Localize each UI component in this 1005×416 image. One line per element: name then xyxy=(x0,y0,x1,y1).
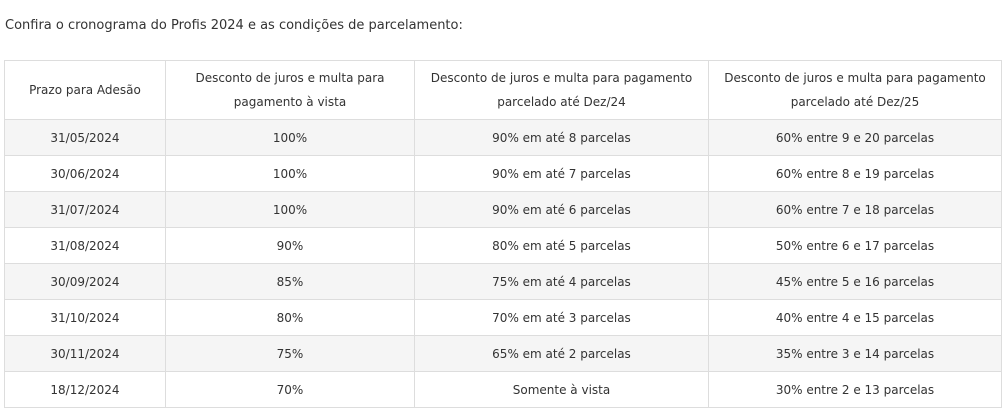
cell-deadline: 30/11/2024 xyxy=(4,335,166,372)
cell-installment-dec24: 80% em até 5 parcelas xyxy=(414,227,709,264)
header-row: Prazo para Adesão Desconto de juros e mu… xyxy=(4,60,1002,120)
cell-installment-dec24: 90% em até 7 parcelas xyxy=(414,155,709,192)
header-installment-dec25: Desconto de juros e multa para pagamento… xyxy=(708,60,1002,120)
cell-deadline: 18/12/2024 xyxy=(4,371,166,408)
cell-installment-dec25: 60% entre 9 e 20 parcelas xyxy=(708,119,1002,156)
table-row: 31/10/2024 80% 70% em até 3 parcelas 40%… xyxy=(4,299,1002,336)
cell-installment-dec25: 30% entre 2 e 13 parcelas xyxy=(708,371,1002,408)
header-installment-dec24: Desconto de juros e multa para pagamento… xyxy=(414,60,709,120)
cell-cash-discount: 85% xyxy=(165,263,415,300)
table-row: 18/12/2024 70% Somente à vista 30% entre… xyxy=(4,371,1002,408)
table-row: 31/05/2024 100% 90% em até 8 parcelas 60… xyxy=(4,119,1002,156)
cell-cash-discount: 100% xyxy=(165,191,415,228)
cell-installment-dec25: 40% entre 4 e 15 parcelas xyxy=(708,299,1002,336)
cell-installment-dec25: 60% entre 7 e 18 parcelas xyxy=(708,191,1002,228)
cell-installment-dec24: Somente à vista xyxy=(414,371,709,408)
cell-deadline: 30/09/2024 xyxy=(4,263,166,300)
cell-cash-discount: 80% xyxy=(165,299,415,336)
table-header: Prazo para Adesão Desconto de juros e mu… xyxy=(4,60,1002,120)
cell-deadline: 31/05/2024 xyxy=(4,119,166,156)
cell-cash-discount: 100% xyxy=(165,119,415,156)
cell-installment-dec24: 75% em até 4 parcelas xyxy=(414,263,709,300)
cell-installment-dec24: 90% em até 8 parcelas xyxy=(414,119,709,156)
cell-cash-discount: 70% xyxy=(165,371,415,408)
cell-deadline: 31/10/2024 xyxy=(4,299,166,336)
cell-cash-discount: 90% xyxy=(165,227,415,264)
header-deadline: Prazo para Adesão xyxy=(4,60,166,120)
table-row: 30/09/2024 85% 75% em até 4 parcelas 45%… xyxy=(4,263,1002,300)
cell-installment-dec25: 60% entre 8 e 19 parcelas xyxy=(708,155,1002,192)
table-row: 30/06/2024 100% 90% em até 7 parcelas 60… xyxy=(4,155,1002,192)
installment-schedule-table: Prazo para Adesão Desconto de juros e mu… xyxy=(4,60,1002,408)
intro-text: Confira o cronograma do Profis 2024 e as… xyxy=(5,18,463,33)
cell-installment-dec24: 70% em até 3 parcelas xyxy=(414,299,709,336)
cell-deadline: 31/07/2024 xyxy=(4,191,166,228)
table-row: 31/08/2024 90% 80% em até 5 parcelas 50%… xyxy=(4,227,1002,264)
cell-deadline: 30/06/2024 xyxy=(4,155,166,192)
cell-installment-dec24: 90% em até 6 parcelas xyxy=(414,191,709,228)
table-body: 31/05/2024 100% 90% em até 8 parcelas 60… xyxy=(4,119,1002,408)
cell-installment-dec25: 50% entre 6 e 17 parcelas xyxy=(708,227,1002,264)
header-cash-discount: Desconto de juros e multa para pagamento… xyxy=(165,60,415,120)
cell-cash-discount: 75% xyxy=(165,335,415,372)
cell-cash-discount: 100% xyxy=(165,155,415,192)
cell-installment-dec24: 65% em até 2 parcelas xyxy=(414,335,709,372)
cell-installment-dec25: 45% entre 5 e 16 parcelas xyxy=(708,263,1002,300)
table-row: 30/11/2024 75% 65% em até 2 parcelas 35%… xyxy=(4,335,1002,372)
cell-installment-dec25: 35% entre 3 e 14 parcelas xyxy=(708,335,1002,372)
cell-deadline: 31/08/2024 xyxy=(4,227,166,264)
table-row: 31/07/2024 100% 90% em até 6 parcelas 60… xyxy=(4,191,1002,228)
